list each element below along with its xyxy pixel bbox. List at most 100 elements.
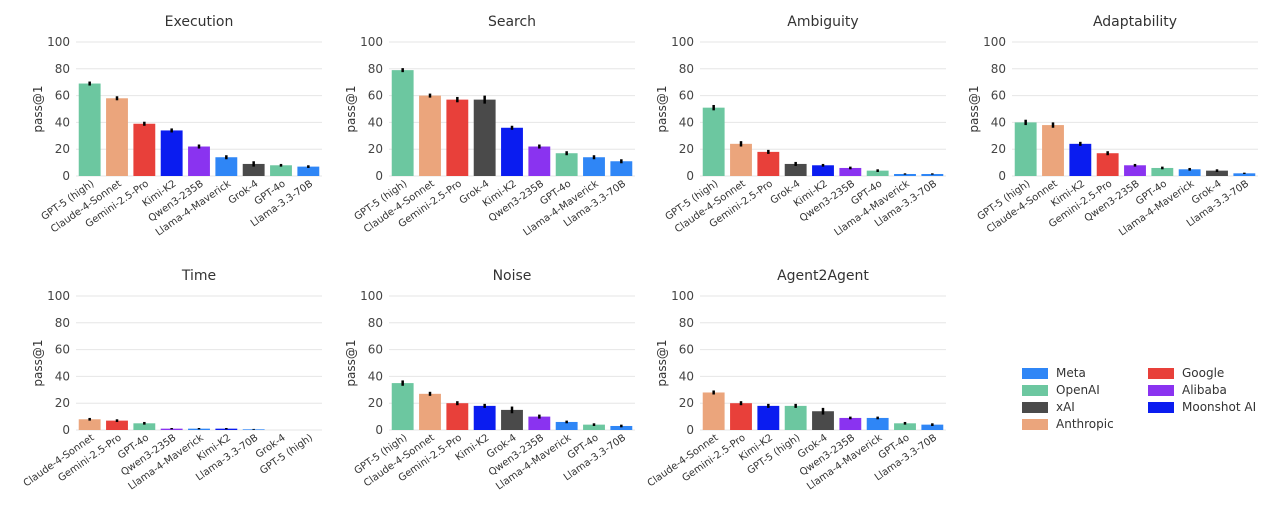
legend-swatch-xai <box>1022 401 1048 413</box>
bar <box>784 163 807 176</box>
legend-swatch-meta <box>1022 367 1048 379</box>
bar <box>757 151 780 176</box>
bar <box>1096 153 1119 176</box>
y-tick-label: 60 <box>991 89 1006 103</box>
y-tick-label: 0 <box>686 423 694 437</box>
y-tick-label: 20 <box>368 142 383 156</box>
bar <box>1042 125 1064 176</box>
bar <box>757 405 780 430</box>
chart-title: Search <box>488 14 536 30</box>
bar <box>188 146 210 176</box>
legend-label: Alibaba <box>1182 383 1227 397</box>
legend-label: Meta <box>1056 366 1086 380</box>
y-tick-label: 40 <box>55 115 70 129</box>
bar <box>501 127 523 176</box>
bar <box>921 424 944 430</box>
bar <box>297 166 320 176</box>
y-tick-label: 0 <box>375 423 383 437</box>
y-tick-label: 80 <box>679 316 694 330</box>
bar <box>812 411 834 430</box>
bar <box>921 173 944 176</box>
chart-time: 020406080100Timepass@1Claude-4-SonnetGem… <box>22 268 322 492</box>
bar <box>419 393 441 430</box>
y-tick-label: 100 <box>47 289 70 303</box>
bar <box>446 99 469 176</box>
y-tick-label: 40 <box>55 369 70 383</box>
y-tick-label: 100 <box>47 35 70 49</box>
y-tick-label: 60 <box>55 343 70 357</box>
y-tick-label: 0 <box>375 169 383 183</box>
bar <box>839 167 862 176</box>
y-tick-label: 0 <box>62 423 70 437</box>
legend-item-openai: OpenAI <box>1022 383 1100 397</box>
bar <box>1124 165 1146 176</box>
chart-title: Agent2Agent <box>777 268 869 284</box>
y-tick-label: 0 <box>62 169 70 183</box>
y-tick-label: 80 <box>679 62 694 76</box>
bar <box>473 405 496 430</box>
y-tick-label: 100 <box>671 35 694 49</box>
legend-item-moonshot-ai: Moonshot AI <box>1148 400 1256 414</box>
bar <box>106 420 128 430</box>
chart-title: Execution <box>165 14 234 30</box>
bar <box>1233 173 1256 176</box>
bar <box>555 421 578 430</box>
legend-swatch-moonshot-ai <box>1148 401 1174 413</box>
chart-title: Ambiguity <box>787 14 858 30</box>
legend-label: Google <box>1182 366 1225 380</box>
y-tick-label: 80 <box>368 62 383 76</box>
bar <box>894 173 916 176</box>
bar <box>784 405 807 430</box>
y-axis-label: pass@1 <box>31 339 45 386</box>
bar <box>528 416 551 430</box>
y-axis-label: pass@1 <box>655 339 669 386</box>
y-tick-label: 60 <box>368 89 383 103</box>
y-tick-label: 80 <box>991 62 1006 76</box>
y-tick-label: 100 <box>983 35 1006 49</box>
bar <box>391 383 414 430</box>
y-tick-label: 40 <box>679 115 694 129</box>
bar <box>528 146 551 176</box>
chart-title: Adaptability <box>1093 14 1177 30</box>
y-tick-label: 60 <box>679 343 694 357</box>
bar <box>812 165 834 176</box>
y-tick-label: 80 <box>55 316 70 330</box>
bar <box>866 170 889 176</box>
y-tick-label: 60 <box>679 89 694 103</box>
chart-title: Noise <box>493 268 532 284</box>
y-tick-label: 0 <box>686 169 694 183</box>
bar <box>133 123 156 176</box>
y-axis-label: pass@1 <box>344 339 358 386</box>
bar <box>160 130 183 176</box>
y-tick-label: 60 <box>368 343 383 357</box>
y-tick-label: 40 <box>679 369 694 383</box>
y-tick-label: 100 <box>360 289 383 303</box>
bar <box>391 70 414 176</box>
bar <box>215 428 238 430</box>
y-tick-label: 40 <box>368 369 383 383</box>
legend-label: xAI <box>1056 400 1075 414</box>
bar <box>702 107 725 176</box>
bar <box>866 417 889 430</box>
bar <box>583 424 605 430</box>
y-tick-label: 40 <box>991 115 1006 129</box>
y-axis-label: pass@1 <box>344 85 358 132</box>
legend-item-alibaba: Alibaba <box>1148 383 1227 397</box>
legend-swatch-google <box>1148 367 1174 379</box>
y-axis-label: pass@1 <box>655 85 669 132</box>
legend-swatch-alibaba <box>1148 384 1174 396</box>
bar <box>446 403 469 430</box>
y-tick-label: 20 <box>679 396 694 410</box>
chart-agent2agent: 020406080100Agent2Agentpass@1Claude-4-So… <box>646 268 946 492</box>
y-tick-label: 80 <box>55 62 70 76</box>
bar <box>610 161 633 176</box>
y-tick-label: 20 <box>55 142 70 156</box>
y-tick-label: 60 <box>55 89 70 103</box>
y-tick-label: 20 <box>55 396 70 410</box>
bar <box>1151 167 1174 176</box>
legend: Meta OpenAI xAI Anthropic Google Alibaba… <box>1022 366 1262 434</box>
bar <box>419 95 441 176</box>
